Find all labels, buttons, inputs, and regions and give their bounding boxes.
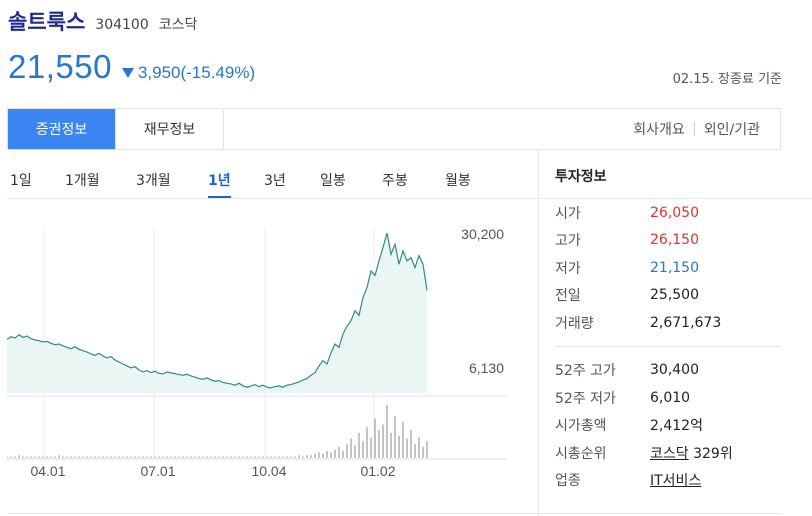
- industry-label: 업종: [555, 473, 581, 490]
- info-row-market-cap: 시가총액 2,412억: [555, 412, 785, 440]
- open-label: 시가: [555, 205, 581, 222]
- 52w-high-value: 30,400: [650, 362, 699, 379]
- stock-code: 304100: [95, 17, 149, 33]
- period-monthly[interactable]: 월봉: [445, 173, 471, 189]
- high-value: 26,150: [650, 232, 699, 249]
- period-1d[interactable]: 1일: [10, 173, 32, 189]
- info-row-52w-low: 52주 저가 6,010: [555, 384, 785, 412]
- tab-securities-info[interactable]: 증권정보: [8, 109, 116, 149]
- x-tick-label: 10.04: [251, 463, 286, 479]
- price-change-value: 3,950(-15.49%): [137, 63, 256, 82]
- low-value: 21,150: [650, 259, 699, 276]
- period-daily[interactable]: 일봉: [320, 173, 346, 189]
- y-min-label: 6,130: [469, 360, 504, 376]
- industry-link[interactable]: IT서비스: [650, 473, 702, 490]
- price-row: 21,550 3,950(-15.49%): [8, 48, 255, 86]
- market-cap-value: 2,412억: [650, 418, 703, 435]
- market-cap-label: 시가총액: [555, 418, 607, 435]
- info-row-industry: 업종 IT서비스: [555, 467, 785, 495]
- open-value: 26,050: [650, 204, 699, 221]
- period-1y[interactable]: 1년: [208, 170, 231, 198]
- cap-rank-value: 코스닥 329위: [650, 443, 733, 463]
- price-change: 3,950(-15.49%): [121, 63, 256, 83]
- bottom-border: [7, 513, 782, 514]
- high-label: 고가: [555, 233, 581, 250]
- price-area-fill: [7, 233, 427, 393]
- stock-name[interactable]: 솔트룩스: [8, 10, 86, 34]
- period-weekly[interactable]: 주봉: [382, 173, 408, 189]
- kosdaq-link[interactable]: 코스닥: [650, 445, 689, 462]
- info-row-high: 고가 26,150: [555, 227, 785, 255]
- prev-close-label: 전일: [555, 288, 581, 305]
- period-1m[interactable]: 1개월: [65, 173, 100, 189]
- period-selector: 1일 1개월 3개월 1년 3년 일봉 주봉 월봉: [0, 166, 500, 200]
- 52w-high-label: 52주 고가: [555, 363, 616, 380]
- cap-rank-number: 329위: [693, 445, 733, 462]
- low-label: 저가: [555, 260, 581, 277]
- cap-rank-label: 시총순위: [555, 445, 607, 462]
- stock-header: 솔트룩스 304100 코스닥: [8, 6, 197, 36]
- info-tabbar: 증권정보 재무정보 회사개요 외인/기관: [7, 108, 781, 150]
- 52w-low-label: 52주 저가: [555, 390, 616, 407]
- y-max-label: 30,200: [461, 226, 504, 242]
- period-underline: [7, 198, 812, 199]
- info-row-prev-close: 전일 25,500: [555, 282, 785, 310]
- period-3m[interactable]: 3개월: [136, 173, 171, 189]
- info-row-volume: 거래량 2,671,673: [555, 309, 785, 337]
- price-line: [7, 232, 428, 389]
- tab-links: 회사개요 외인/기관: [633, 109, 780, 149]
- x-tick-label: 04.01: [30, 463, 65, 479]
- company-overview-link[interactable]: 회사개요: [633, 122, 685, 138]
- investment-info-title: 투자정보: [555, 169, 607, 185]
- x-tick-label: 01.02: [360, 463, 395, 479]
- panel-divider: [538, 150, 539, 516]
- price-chart[interactable]: 30,200 6,130 04.01 07.01 10.04 01.02: [7, 205, 507, 495]
- current-price: 21,550: [8, 48, 112, 85]
- down-arrow-icon: [121, 68, 134, 78]
- link-divider: [693, 122, 695, 136]
- info-row-low: 저가 21,150: [555, 254, 785, 282]
- stock-market: 코스닥: [158, 17, 198, 33]
- investment-info-panel: 투자정보 시가 26,050 고가 26,150 저가 21,150 전일 25…: [555, 166, 785, 494]
- period-3y[interactable]: 3년: [264, 173, 286, 189]
- info-row-cap-rank: 시총순위 코스닥 329위: [555, 439, 785, 467]
- info-divider: [555, 345, 781, 347]
- update-time: 02.15. 장종료 기준: [672, 72, 782, 87]
- prev-close-value: 25,500: [650, 287, 699, 304]
- info-row-open: 시가 26,050: [555, 199, 785, 227]
- tab-financial-info[interactable]: 재무정보: [116, 109, 224, 149]
- volume-value: 2,671,673: [650, 314, 722, 331]
- volume-label: 거래량: [555, 315, 594, 332]
- foreign-institution-link[interactable]: 외인/기관: [703, 122, 760, 138]
- info-row-52w-high: 52주 고가 30,400: [555, 357, 785, 385]
- 52w-low-value: 6,010: [650, 389, 691, 406]
- x-tick-label: 07.01: [140, 463, 175, 479]
